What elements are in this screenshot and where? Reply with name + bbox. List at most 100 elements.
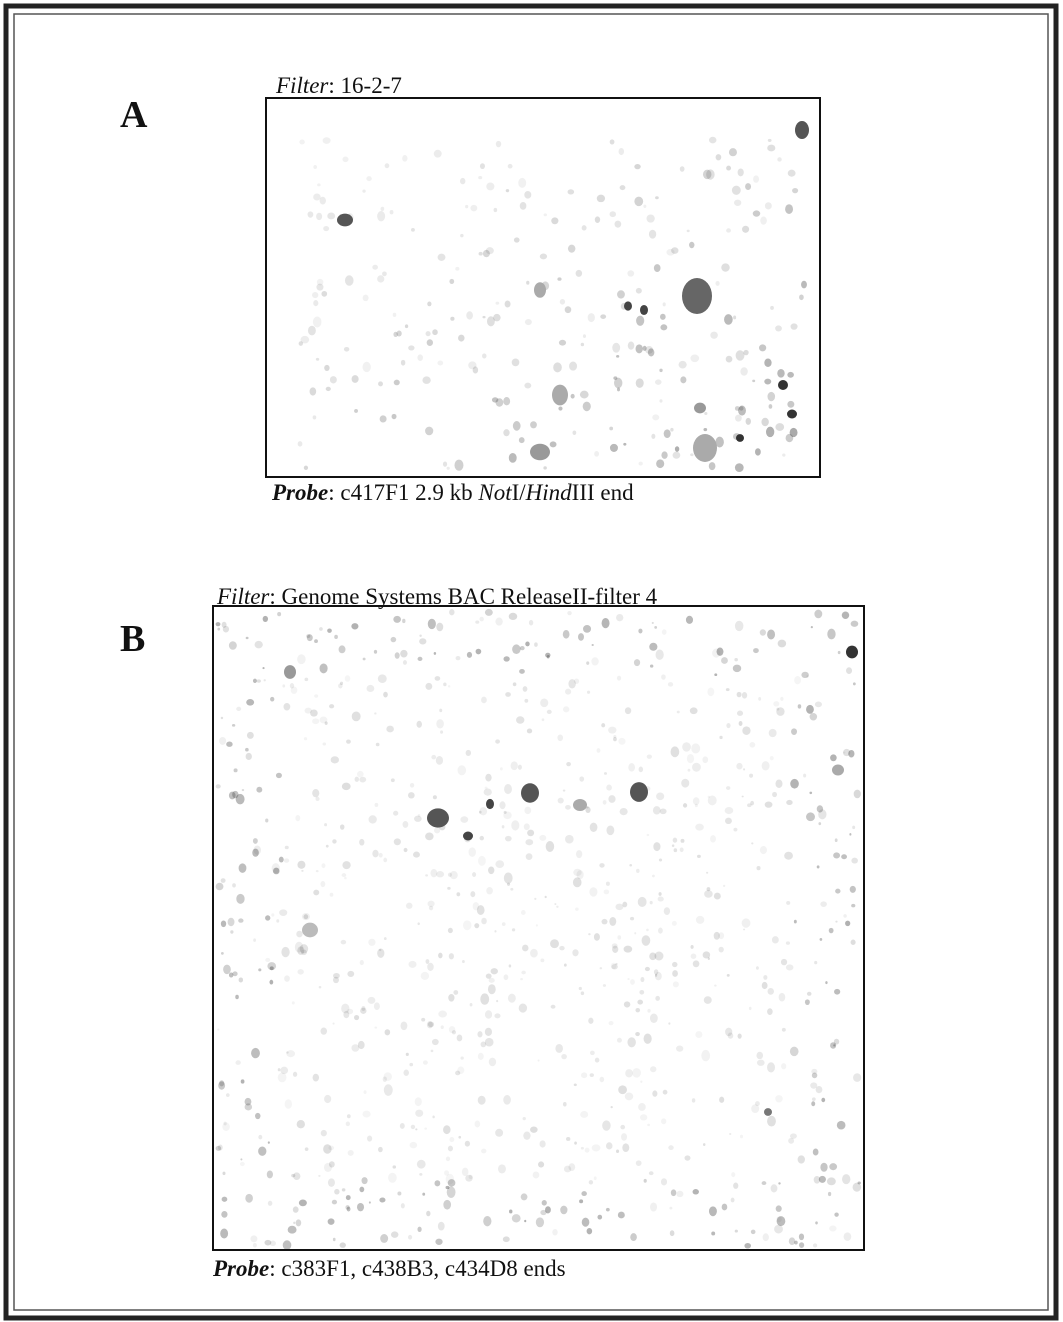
spot [540,1209,547,1216]
spot [692,762,701,772]
spot [525,839,534,846]
spot [478,175,483,180]
spot [284,665,296,679]
spot [591,643,594,646]
spot [215,1145,222,1151]
spot [502,1236,510,1243]
spot [768,728,777,738]
spot [739,1134,744,1139]
spot [715,154,722,161]
spot [749,741,756,748]
spot [578,633,584,641]
spot [671,247,679,254]
spot [550,1004,556,1009]
spot [594,216,601,223]
spot [629,916,635,921]
spot [682,803,688,808]
spot [409,1141,418,1149]
spot [759,846,768,855]
spot [707,795,710,798]
spot [811,1101,816,1107]
spot [649,952,657,961]
spot [695,915,705,924]
spot [741,918,751,928]
spot [269,979,274,985]
spot [816,805,824,813]
spot [652,1090,658,1097]
spot [468,1174,473,1180]
spot [304,707,312,714]
spot [306,634,313,642]
spot [386,725,394,733]
spot [236,893,245,904]
spot [755,1101,760,1107]
spot [470,891,476,898]
spot [727,1032,734,1039]
spot [383,1084,393,1096]
spot [507,163,513,169]
spot [644,966,650,972]
spot [641,935,651,946]
spot [731,1172,736,1178]
spot [678,360,687,369]
spot [584,1147,590,1153]
spot [572,877,582,888]
spot [486,182,495,191]
spot [669,1206,673,1210]
spot [374,1026,378,1029]
spot [735,350,745,361]
spot [316,212,323,221]
spot [437,1221,445,1231]
spot [378,948,382,952]
spot [432,1115,435,1119]
spot [218,1144,223,1151]
spot [372,849,379,858]
spot [334,634,338,640]
spot [841,854,847,860]
probe-key: Probe [272,480,329,505]
spot [448,953,454,960]
spot [436,871,445,878]
spot [724,817,732,825]
spot [230,930,234,934]
spot [843,914,847,918]
spot [383,857,388,863]
spot [787,409,797,419]
spot [495,398,504,407]
spot [777,369,785,378]
spot [362,1110,371,1118]
spot [508,452,517,463]
probe-text: : c383F1, c438B3, c434D8 ends [269,1256,566,1281]
spot [651,621,654,625]
spot [562,706,570,713]
spot [671,920,677,926]
spot [222,1171,226,1176]
spot [653,842,661,852]
spot [537,1161,545,1168]
spot [732,664,742,673]
spot [619,185,626,191]
spot [346,1008,354,1015]
spot [706,887,711,892]
spot [493,207,498,213]
spot [322,137,331,144]
spot [852,1182,862,1192]
spot [402,618,406,624]
spot [510,761,518,771]
spot [347,1150,354,1156]
spot [566,1137,571,1141]
spot [291,1001,295,1005]
spot [339,681,344,685]
spot [312,718,320,725]
spot [218,1081,226,1090]
spot [659,808,667,815]
spot [617,290,625,299]
spot [613,736,617,742]
spot [516,716,525,724]
spot [290,686,298,694]
spot [638,628,643,634]
spot [301,869,304,872]
spot [649,900,653,905]
spot [655,196,659,200]
spot [307,325,316,336]
